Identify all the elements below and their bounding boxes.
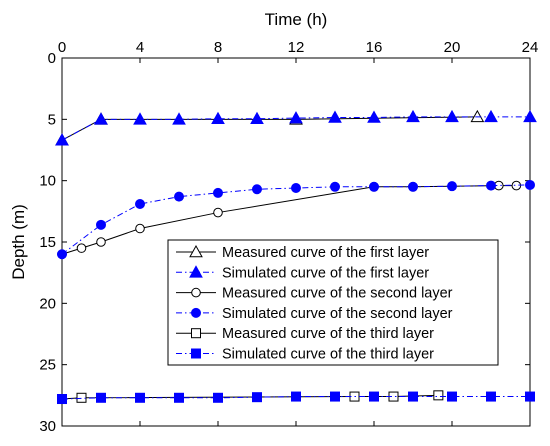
series-2 bbox=[55, 109, 537, 146]
y-tick-label: 0 bbox=[48, 50, 56, 67]
data-point bbox=[96, 392, 106, 403]
data-point bbox=[213, 392, 223, 403]
data-point bbox=[291, 391, 301, 402]
data-point bbox=[135, 198, 145, 209]
data-point bbox=[369, 181, 379, 192]
data-point bbox=[211, 111, 225, 125]
data-point bbox=[213, 207, 223, 218]
legend-label: Measured curve of the first layer bbox=[222, 245, 429, 261]
y-tick-label: 5 bbox=[48, 111, 56, 128]
y-tick-label: 10 bbox=[39, 173, 56, 190]
data-point bbox=[57, 249, 67, 260]
legend-marker bbox=[189, 265, 203, 278]
data-point bbox=[486, 180, 496, 191]
legend-marker bbox=[191, 348, 201, 359]
data-point bbox=[433, 390, 444, 401]
data-point bbox=[525, 179, 535, 190]
data-point bbox=[213, 187, 223, 198]
data-point bbox=[289, 111, 303, 124]
legend-item: Simulated curve of the second layer bbox=[176, 306, 453, 322]
data-point bbox=[523, 109, 537, 123]
legend-marker bbox=[189, 244, 203, 258]
data-point bbox=[252, 184, 262, 195]
x-tick-label: 0 bbox=[58, 39, 66, 56]
data-point bbox=[330, 181, 340, 192]
y-tick-label: 20 bbox=[39, 295, 56, 312]
data-point bbox=[408, 391, 418, 402]
data-point bbox=[408, 181, 418, 192]
data-point bbox=[174, 191, 184, 202]
series-4 bbox=[57, 179, 535, 260]
x-tick-label: 20 bbox=[444, 39, 461, 56]
legend-label: Simulated curve of the first layer bbox=[222, 265, 429, 281]
data-point bbox=[525, 391, 535, 402]
data-point bbox=[250, 111, 264, 125]
x-tick-label: 8 bbox=[214, 39, 222, 56]
data-point bbox=[55, 133, 69, 146]
data-point bbox=[96, 219, 106, 230]
legend-item: Measured curve of the first layer bbox=[176, 244, 429, 261]
y-axis-title: Depth (m) bbox=[9, 204, 28, 280]
data-point bbox=[330, 391, 340, 402]
series-6 bbox=[57, 391, 535, 405]
y-tick-label: 30 bbox=[39, 418, 56, 435]
data-point bbox=[96, 237, 106, 247]
x-tick-label: 24 bbox=[522, 39, 539, 56]
data-point bbox=[367, 110, 381, 123]
data-point bbox=[57, 394, 67, 405]
legend-item: Measured curve of the third layer bbox=[176, 326, 434, 342]
data-point bbox=[486, 391, 496, 402]
x-tick-label: 4 bbox=[136, 39, 144, 56]
legend-marker bbox=[191, 307, 201, 318]
data-point bbox=[484, 109, 498, 123]
legend-item: Simulated curve of the third layer bbox=[176, 347, 434, 363]
data-point bbox=[445, 109, 459, 123]
data-point bbox=[172, 112, 186, 125]
x-tick-label: 12 bbox=[288, 39, 305, 56]
data-point bbox=[76, 392, 87, 403]
data-point bbox=[406, 109, 420, 123]
legend-box bbox=[167, 239, 499, 366]
legend-label: Measured curve of the third layer bbox=[222, 326, 434, 342]
data-point bbox=[291, 183, 301, 194]
legend-item: Measured curve of the second layer bbox=[176, 286, 453, 302]
series-line bbox=[61, 116, 478, 141]
y-tick-label: 25 bbox=[39, 357, 56, 374]
data-point bbox=[447, 181, 457, 192]
legend-label: Simulated curve of the second layer bbox=[222, 306, 453, 322]
legend-label: Measured curve of the second layer bbox=[222, 286, 453, 302]
legend-marker bbox=[191, 287, 201, 298]
x-axis-title: Time (h) bbox=[265, 10, 328, 29]
x-tick-label: 16 bbox=[366, 39, 383, 56]
data-point bbox=[470, 109, 485, 123]
data-point bbox=[135, 223, 145, 234]
data-point bbox=[174, 392, 184, 403]
data-point bbox=[94, 112, 108, 125]
data-point bbox=[76, 243, 87, 253]
data-point bbox=[447, 391, 457, 402]
y-tick-label: 15 bbox=[39, 234, 56, 251]
data-point bbox=[135, 392, 145, 403]
legend-label: Simulated curve of the third layer bbox=[222, 347, 434, 363]
data-point bbox=[252, 392, 262, 403]
data-point bbox=[369, 391, 379, 402]
data-point bbox=[328, 110, 342, 123]
legend-marker bbox=[191, 328, 201, 339]
legend-item: Simulated curve of the first layer bbox=[176, 265, 429, 281]
data-point bbox=[133, 112, 147, 125]
